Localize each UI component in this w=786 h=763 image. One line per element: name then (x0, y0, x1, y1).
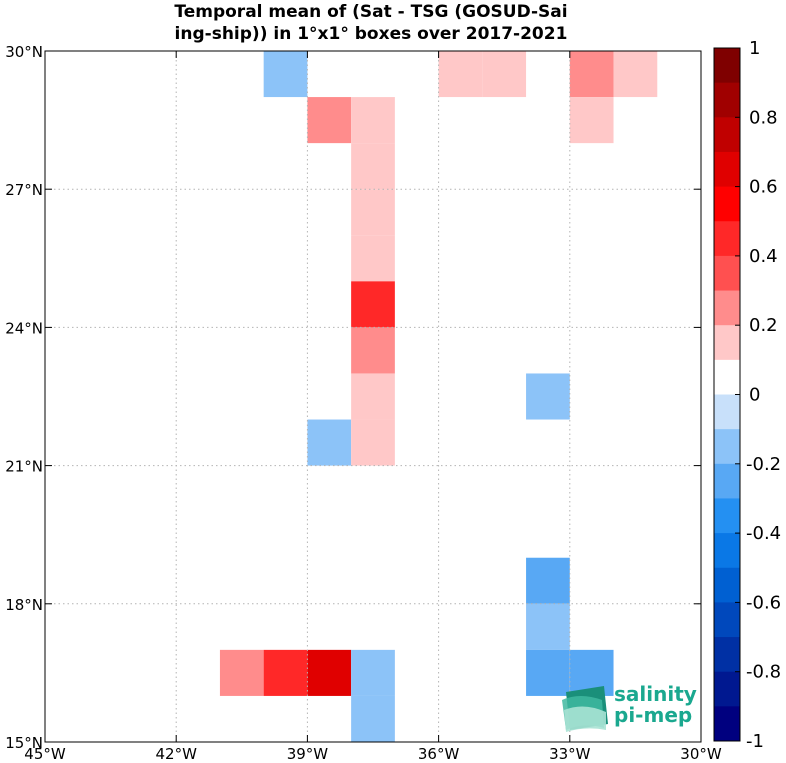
heatmap-cell (526, 373, 570, 420)
heatmap-cell (307, 97, 352, 144)
colorbar-segment (714, 463, 740, 499)
title-line-2: ing-ship)) in 1°x1° boxes over 2017-2021 (175, 24, 568, 44)
colorbar-tick-label: -0.2 (746, 454, 781, 475)
colorbar-segment (714, 602, 740, 638)
colorbar-segment (714, 255, 740, 292)
heatmap-cell (351, 373, 395, 420)
heatmap-cell (569, 97, 614, 144)
ytick-label: 24°N (5, 319, 43, 337)
heatmap-cell (613, 51, 658, 98)
plot-frame (44, 50, 702, 743)
heatmap-cell (351, 97, 395, 144)
chart-title: Temporal mean of (Sat - TSG (GOSUD-Sai i… (174, 2, 567, 44)
colorbar-segment (714, 117, 740, 153)
colorbar-tick-label: 1 (749, 38, 760, 59)
title-line-1: Temporal mean of (Sat - TSG (GOSUD-Sai (174, 2, 567, 22)
heatmap-cell (351, 649, 395, 696)
colorbar-tick-label: 0 (749, 385, 760, 406)
ytick-label: 21°N (5, 458, 43, 476)
colorbar-tick-label: 0.2 (749, 315, 778, 336)
ytick-label: 18°N (5, 596, 43, 614)
colorbar-tick-label: -0.6 (746, 592, 781, 613)
heatmap-cell (307, 649, 352, 696)
heatmap-cell (263, 51, 308, 98)
ytick-label: 15°N (5, 734, 43, 752)
logo-line-2: pi-mep (614, 703, 692, 727)
heatmap-cell (351, 143, 395, 190)
colorbar-segment (714, 151, 740, 188)
colorbar-segment (714, 533, 740, 569)
colorbar-segment (714, 359, 740, 395)
heatmap-cell (351, 281, 395, 328)
colorbar-segment (714, 706, 740, 742)
colorbar-segment (714, 567, 740, 603)
logo-line-1: salinity (614, 682, 697, 706)
heatmap-cell (438, 51, 483, 98)
colorbar-tick-label: -0.4 (746, 523, 781, 544)
colorbar-segment (714, 290, 740, 326)
heatmap-cell (351, 695, 395, 742)
xtick-label: 45°W (24, 745, 66, 763)
heatmap-cell (351, 189, 395, 236)
xtick-label: 30°W (680, 745, 722, 763)
salinity-pimep-logo: salinity pi-mep (562, 682, 697, 732)
grid-lines (45, 51, 701, 742)
heatmap-cell (526, 557, 570, 604)
heatmap-cell (526, 649, 570, 696)
axis-ticks: 45°W 42°W 39°W 36°W 33°W 30°W 15°N 18°N 21°N 24°N… (5, 43, 722, 763)
xtick-label: 39°W (287, 745, 329, 763)
logo-waves-icon (562, 686, 608, 732)
colorbar-tick-label: -1 (746, 731, 764, 752)
heatmap-cell (263, 649, 308, 696)
heatmap-cell (351, 235, 395, 282)
heatmap-cells (219, 51, 658, 742)
heatmap-cell (351, 327, 395, 374)
xtick-label: 42°W (155, 745, 197, 763)
colorbar-segment (714, 186, 740, 222)
colorbar-segment (714, 221, 740, 257)
colorbar-segment (714, 394, 740, 430)
xtick-label: 36°W (418, 745, 460, 763)
heatmap-cell (219, 649, 264, 696)
colorbar: 1 0.8 0.6 0.4 0.2 0 -0.2 -0.4 -0.6 -0.8 -1 (713, 38, 781, 752)
heatmap-cell (482, 51, 527, 98)
colorbar-segment (714, 637, 740, 673)
colorbar-segment (714, 82, 740, 118)
heatmap-cell (307, 419, 352, 466)
heatmap-cell (526, 603, 570, 650)
colorbar-tick-label: 0.4 (749, 246, 778, 267)
colorbar-tick-label: 0.6 (749, 177, 778, 198)
ytick-label: 27°N (5, 181, 43, 199)
heatmap-cell (351, 419, 395, 466)
colorbar-tick-label: -0.8 (746, 662, 781, 683)
xtick-label: 33°W (549, 745, 591, 763)
heatmap-cell (569, 51, 614, 98)
colorbar-segment (714, 671, 740, 707)
colorbar-segment (714, 325, 740, 361)
colorbar-segment (714, 429, 740, 465)
colorbar-segment (714, 48, 740, 84)
colorbar-tick-label: 0.8 (749, 107, 778, 128)
ytick-label: 30°N (5, 43, 43, 61)
colorbar-segment (714, 498, 740, 534)
